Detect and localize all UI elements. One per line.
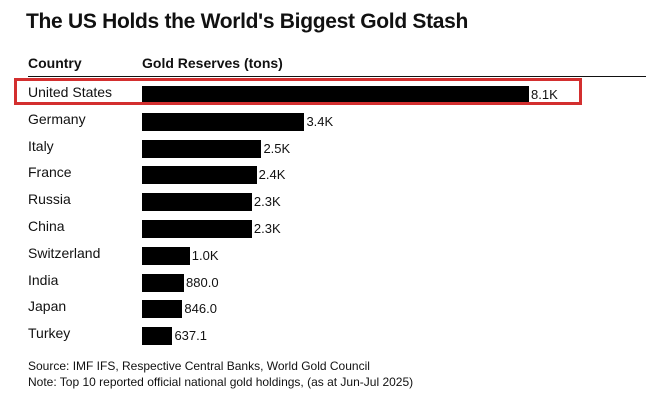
bar-italy: [142, 139, 262, 158]
country-label-india: India: [28, 271, 59, 288]
country-label-turkey: Turkey: [28, 325, 71, 342]
country-label-germany: Germany: [28, 110, 86, 127]
bar-germany: [142, 112, 305, 131]
bar-switzerland: [142, 246, 190, 265]
gold-reserves-column-header: Gold Reserves (tons): [142, 55, 283, 71]
bar-turkey: [142, 327, 173, 346]
bar-china: [142, 220, 252, 238]
value-label-russia: 2.3K: [253, 194, 281, 210]
value-label-united-states: 8.1K: [531, 87, 558, 102]
bar-india: [142, 273, 185, 292]
value-label-china: 2.3K: [253, 221, 281, 236]
bar-japan: [142, 300, 183, 319]
header-divider: [28, 76, 646, 77]
value-label-turkey: 637.1: [174, 328, 207, 344]
country-label-japan: Japan: [28, 298, 67, 315]
value-label-italy: 2.5K: [263, 140, 291, 156]
value-label-japan: 846.0: [184, 301, 217, 317]
footnote: Note: Top 10 reported official national …: [28, 375, 414, 389]
country-label-china: China: [28, 218, 65, 234]
country-label-switzerland: Switzerland: [28, 244, 101, 261]
country-column-header: Country: [28, 55, 82, 71]
bar-france: [142, 166, 257, 185]
country-label-italy: Italy: [28, 137, 54, 154]
country-label-russia: Russia: [28, 191, 71, 208]
value-label-germany: 3.4K: [306, 113, 334, 129]
united-states-highlight-box: [14, 78, 582, 105]
value-label-france: 2.4K: [258, 167, 286, 183]
value-label-india: 880.0: [186, 274, 219, 290]
bar-russia: [142, 193, 252, 212]
bar-united-states: [142, 86, 529, 104]
country-label-france: France: [28, 164, 72, 181]
country-label-united-states: United States: [28, 84, 113, 100]
value-label-switzerland: 1.0K: [191, 247, 219, 263]
chart-title: The US Holds the World's Biggest Gold St…: [26, 10, 469, 33]
source-note: Source: IMF IFS, Respective Central Bank…: [28, 359, 370, 373]
